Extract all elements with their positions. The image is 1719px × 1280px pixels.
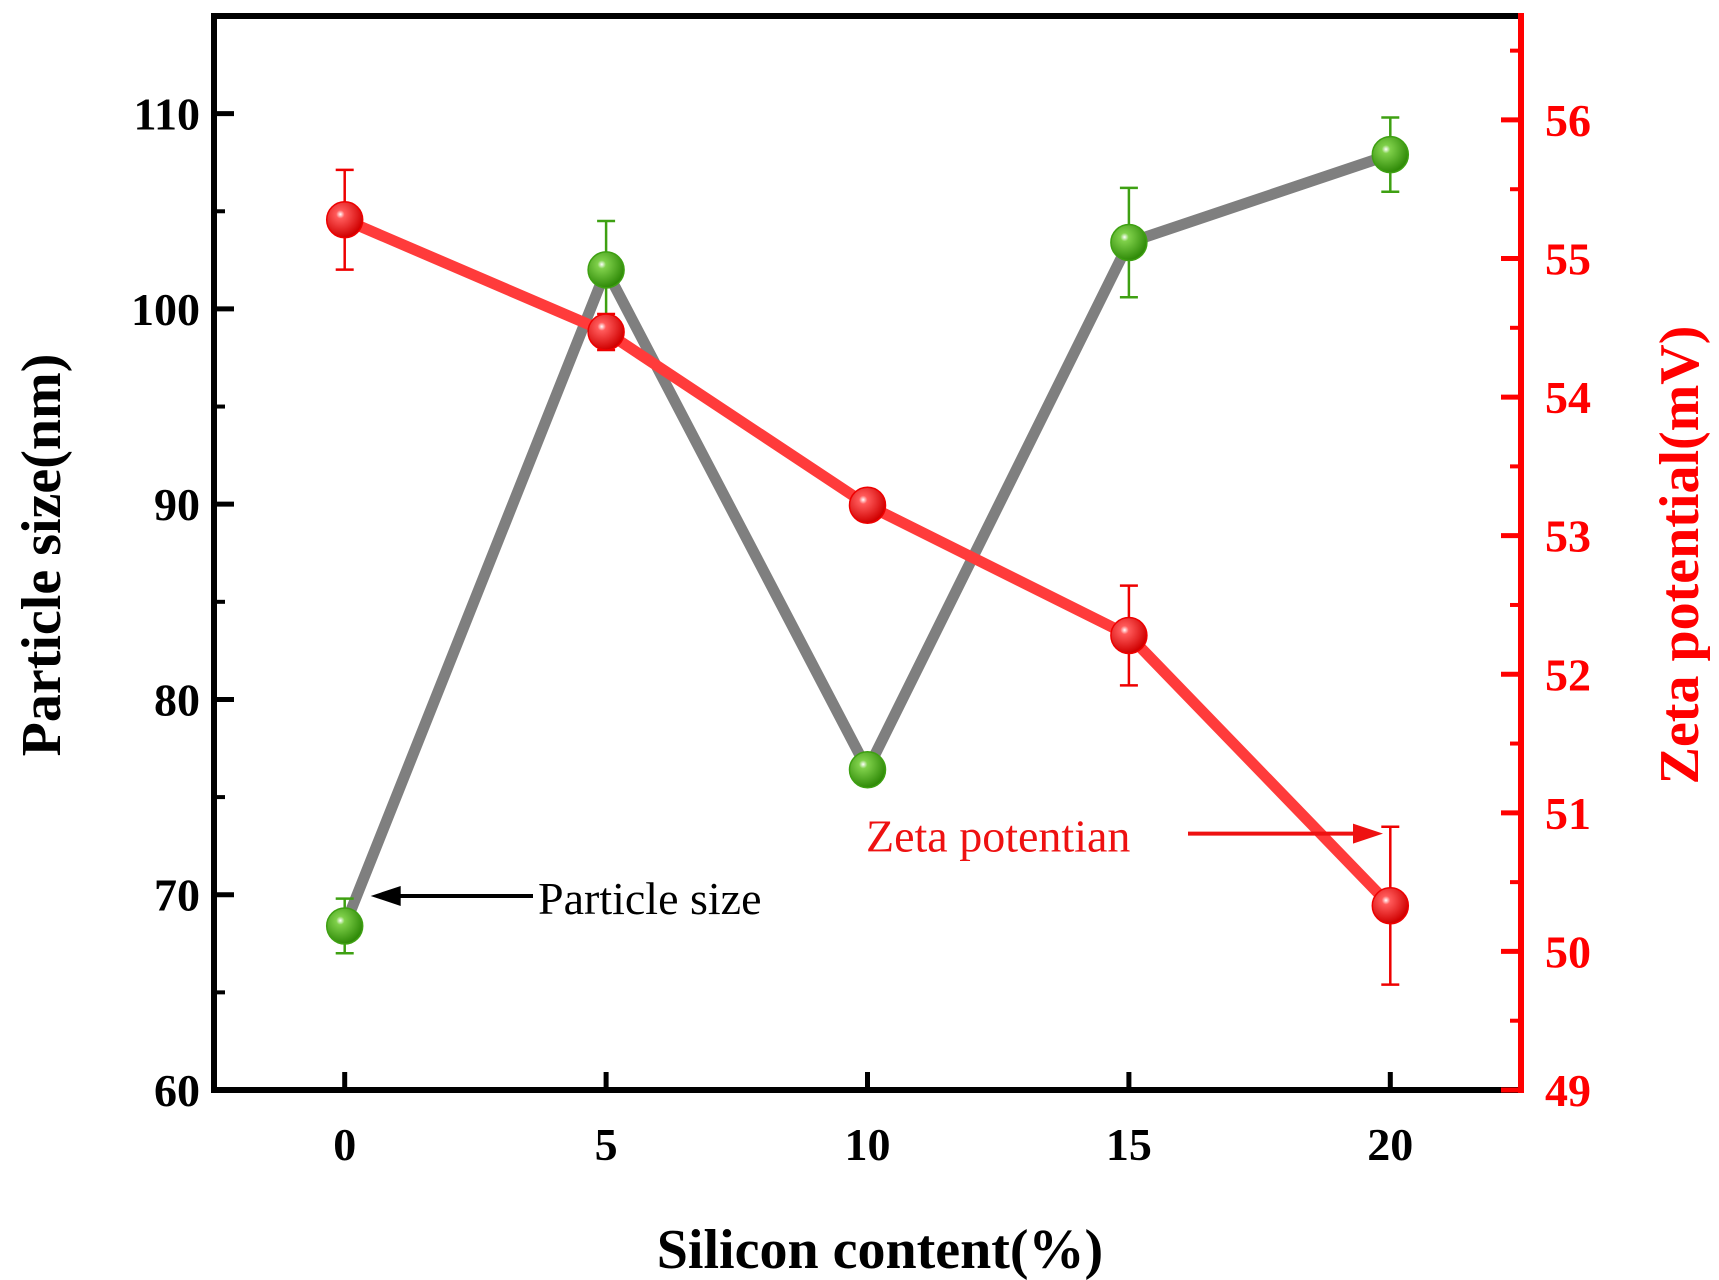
- axes-frame: [211, 13, 1524, 1093]
- x-tick-label: 10: [845, 1119, 891, 1170]
- data-point: [1371, 886, 1410, 925]
- y2-tick-label: 51: [1545, 788, 1591, 839]
- y2-tick-label: 53: [1545, 511, 1591, 562]
- y2-tick-label: 52: [1545, 649, 1591, 700]
- y2-tick-label: 55: [1545, 234, 1591, 285]
- data-point: [325, 200, 364, 239]
- ticks-layer: 0 5 10 15 20 60 70 80 90 100 110 49 50 51 52 53 54 55 56: [131, 48, 1591, 1170]
- x-tick-label: 20: [1367, 1119, 1413, 1170]
- y-tick-label: 90: [154, 479, 200, 530]
- annotation-zeta-potential: Zeta potentian: [866, 811, 1130, 862]
- y-tick-label: 100: [131, 284, 200, 335]
- annotation-arrowhead: [1353, 823, 1383, 844]
- x-tick-label: 0: [333, 1119, 356, 1170]
- y2-tick-label: 56: [1545, 95, 1591, 146]
- y2-tick-label: 54: [1545, 372, 1591, 423]
- x-tick-label: 15: [1106, 1119, 1152, 1170]
- y-tick-label: 80: [154, 674, 200, 725]
- data-point: [587, 313, 625, 351]
- y-tick-label: 110: [134, 89, 200, 140]
- series-layer: [325, 116, 1410, 986]
- x-tick-label: 5: [595, 1119, 618, 1170]
- y2-tick-label: 50: [1545, 926, 1591, 977]
- y2-axis-title: Zeta potential(mV): [1649, 326, 1711, 785]
- annotations: Particle size Zeta potentian: [370, 811, 1383, 924]
- series-line: [339, 214, 1396, 912]
- x-axis-title: Silicon content(%): [657, 1219, 1103, 1280]
- annotation-particle-size: Particle size: [538, 873, 762, 924]
- data-point: [587, 251, 625, 289]
- data-point: [848, 751, 887, 789]
- data-point: [1371, 135, 1410, 174]
- series-particle-size: [325, 116, 1410, 955]
- y-axis-title: Particle size(nm): [11, 354, 73, 757]
- y-tick-label: 70: [154, 870, 200, 921]
- annotation-arrowhead: [370, 885, 401, 906]
- data-point: [325, 907, 364, 945]
- y-tick-label: 60: [154, 1065, 200, 1116]
- y2-tick-label: 49: [1545, 1065, 1591, 1116]
- data-point: [1110, 616, 1148, 655]
- data-point: [848, 486, 887, 524]
- series-zeta-potentian: [325, 168, 1410, 986]
- data-point: [1110, 223, 1148, 262]
